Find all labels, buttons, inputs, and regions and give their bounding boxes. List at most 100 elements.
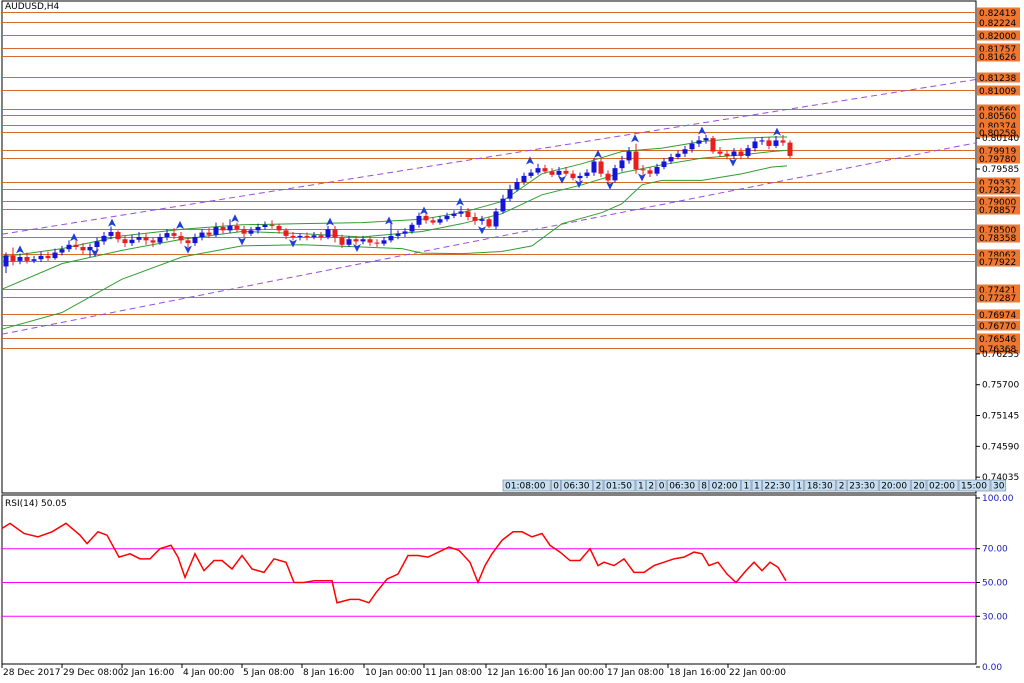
candle-bear[interactable] — [549, 171, 555, 175]
candle-bear[interactable] — [171, 233, 177, 236]
candle-bull[interactable] — [675, 153, 681, 158]
candle-bear[interactable] — [115, 232, 121, 240]
candle-bull[interactable] — [360, 239, 366, 242]
candle-bear[interactable] — [787, 142, 793, 156]
candle-bull[interactable] — [626, 151, 632, 161]
candle-bull[interactable] — [514, 182, 520, 190]
candle-bear[interactable] — [570, 173, 576, 179]
candle-bull[interactable] — [535, 168, 541, 173]
candle-bull[interactable] — [199, 232, 205, 238]
candle-bull[interactable] — [136, 237, 142, 240]
candle-bull[interactable] — [409, 224, 415, 232]
candle-bull[interactable] — [661, 161, 667, 168]
candle-bull[interactable] — [556, 170, 562, 175]
candle-bull[interactable] — [38, 255, 44, 260]
candle-bull[interactable] — [493, 211, 499, 227]
candle-bull[interactable] — [94, 241, 100, 247]
candle-bull[interactable] — [388, 235, 394, 241]
candle-bear[interactable] — [290, 235, 296, 238]
candle-bull[interactable] — [87, 247, 93, 251]
candle-bear[interactable] — [465, 211, 471, 218]
candle-bear[interactable] — [241, 229, 247, 234]
candle-bull[interactable] — [59, 249, 65, 253]
candle-bull[interactable] — [521, 175, 527, 183]
candle-bull[interactable] — [689, 143, 695, 150]
candle-bear[interactable] — [374, 242, 380, 244]
candle-bull[interactable] — [584, 172, 590, 176]
candle-bull[interactable] — [3, 255, 9, 267]
candle-bear[interactable] — [353, 239, 359, 242]
candle-bear[interactable] — [318, 235, 324, 238]
candle-bull[interactable] — [129, 239, 135, 244]
candle-bear[interactable] — [647, 170, 653, 174]
candle-bull[interactable] — [381, 240, 387, 244]
candle-bear[interactable] — [122, 239, 128, 244]
candle-bear[interactable] — [486, 219, 492, 227]
candle-bull[interactable] — [528, 172, 534, 176]
candle-bull[interactable] — [255, 227, 261, 231]
candle-bull[interactable] — [346, 239, 352, 245]
candle-bull[interactable] — [101, 235, 107, 242]
candle-bear[interactable] — [780, 140, 786, 143]
candle-bear[interactable] — [143, 237, 149, 241]
candle-bear[interactable] — [332, 229, 338, 238]
candle-bear[interactable] — [220, 227, 226, 231]
candle-bull[interactable] — [262, 224, 268, 228]
candle-bull[interactable] — [227, 225, 233, 231]
candle-bull[interactable] — [752, 141, 758, 149]
candle-bear[interactable] — [10, 255, 16, 262]
candle-bull[interactable] — [402, 231, 408, 234]
candle-bear[interactable] — [304, 235, 310, 238]
candle-bull[interactable] — [248, 230, 254, 234]
candle-bear[interactable] — [269, 224, 275, 226]
candle-bear[interactable] — [283, 230, 289, 236]
rsi-pane[interactable]: 100.00 70.00 50.00 30.00 0.00 — [1, 494, 1014, 673]
candle-bull[interactable] — [654, 167, 660, 174]
channel-trendline[interactable] — [1, 78, 978, 235]
channel-trendline[interactable] — [1, 142, 978, 335]
candle-bull[interactable] — [759, 140, 765, 142]
candle-bear[interactable] — [73, 244, 79, 247]
candle-bear[interactable] — [738, 151, 744, 156]
candle-bull[interactable] — [437, 219, 443, 223]
candle-bull[interactable] — [745, 148, 751, 156]
candle-bull[interactable] — [213, 227, 219, 235]
candle-bull[interactable] — [325, 229, 331, 238]
candle-bull[interactable] — [773, 140, 779, 146]
candle-bear[interactable] — [766, 140, 772, 146]
candle-bull[interactable] — [619, 160, 625, 169]
candle-bear[interactable] — [185, 240, 191, 244]
candle-bull[interactable] — [591, 161, 597, 173]
candle-bear[interactable] — [633, 151, 639, 170]
candle-bear[interactable] — [45, 255, 51, 259]
candle-bull[interactable] — [17, 256, 23, 261]
candle-bear[interactable] — [717, 151, 723, 154]
candle-bear[interactable] — [367, 239, 373, 243]
candle-bull[interactable] — [703, 138, 709, 141]
candle-bull[interactable] — [682, 149, 688, 154]
candle-bear[interactable] — [234, 225, 240, 230]
candle-bear[interactable] — [206, 232, 212, 235]
candle-bull[interactable] — [500, 198, 506, 212]
candle-bull[interactable] — [164, 233, 170, 238]
candle-bull[interactable] — [31, 259, 37, 261]
candle-bear[interactable] — [276, 225, 282, 231]
candle-bear[interactable] — [150, 240, 156, 243]
candle-bull[interactable] — [612, 168, 618, 181]
candle-bear[interactable] — [605, 173, 611, 181]
candle-bear[interactable] — [563, 170, 569, 174]
candle-bear[interactable] — [472, 217, 478, 221]
candle-bull[interactable] — [451, 213, 457, 216]
candle-bull[interactable] — [507, 189, 513, 199]
candle-bull[interactable] — [66, 244, 72, 250]
candle-bear[interactable] — [640, 169, 646, 171]
candle-bull[interactable] — [108, 232, 114, 236]
candle-bear[interactable] — [724, 153, 730, 156]
candle-bull[interactable] — [395, 233, 401, 236]
candle-bull[interactable] — [297, 235, 303, 238]
candle-bull[interactable] — [458, 211, 464, 214]
candle-bear[interactable] — [423, 215, 429, 221]
candle-bear[interactable] — [542, 168, 548, 172]
